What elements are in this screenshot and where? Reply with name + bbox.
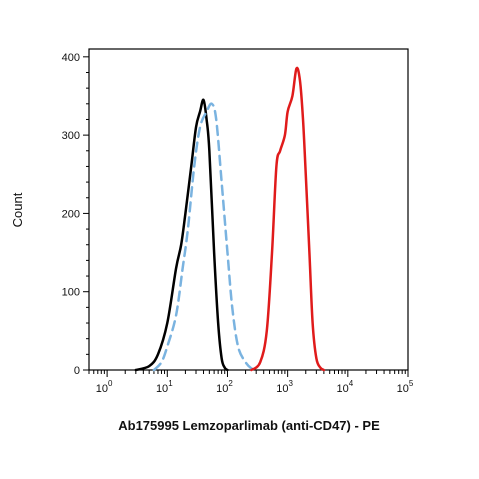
x-tick-label: 105 — [397, 379, 414, 395]
y-tick-label: 0 — [74, 365, 80, 377]
y-tick-label: 300 — [62, 130, 80, 142]
plot-frame — [88, 48, 409, 371]
x-tick-exponent: 2 — [228, 379, 233, 388]
x-tick-label: 101 — [156, 379, 173, 395]
x-tick-base: 10 — [397, 383, 409, 395]
x-tick-label: 100 — [96, 379, 113, 395]
x-tick-exponent: 3 — [289, 379, 294, 388]
x-tick-exponent: 5 — [409, 379, 414, 388]
x-tick-label: 103 — [276, 379, 293, 395]
x-tick-label: 104 — [336, 379, 353, 395]
x-tick-exponent: 4 — [349, 379, 354, 388]
y-tick-label: 200 — [62, 208, 80, 220]
x-tick-base: 10 — [336, 383, 348, 395]
series-red-histogram — [250, 66, 326, 372]
y-axis-title: Count — [10, 192, 25, 227]
x-tick-base: 10 — [96, 383, 108, 395]
series-blue-dashed-histogram — [152, 102, 258, 372]
series-black-histogram — [134, 98, 229, 372]
x-axis: 100 101 102 103 104 105 — [88, 369, 414, 395]
x-tick-base: 10 — [276, 383, 288, 395]
x-tick-exponent: 0 — [108, 379, 113, 388]
x-tick-base: 10 — [156, 383, 168, 395]
series-layer — [134, 66, 326, 372]
y-axis: 0 100 200 300 400 — [62, 52, 89, 377]
x-tick-base: 10 — [216, 383, 228, 395]
y-tick-label: 100 — [62, 287, 80, 299]
x-axis-title: Ab175995 Lemzoparlimab (anti-CD47) - PE — [118, 418, 380, 433]
y-tick-label: 400 — [62, 52, 80, 64]
x-tick-label: 102 — [216, 379, 233, 395]
x-tick-exponent: 1 — [168, 379, 173, 388]
